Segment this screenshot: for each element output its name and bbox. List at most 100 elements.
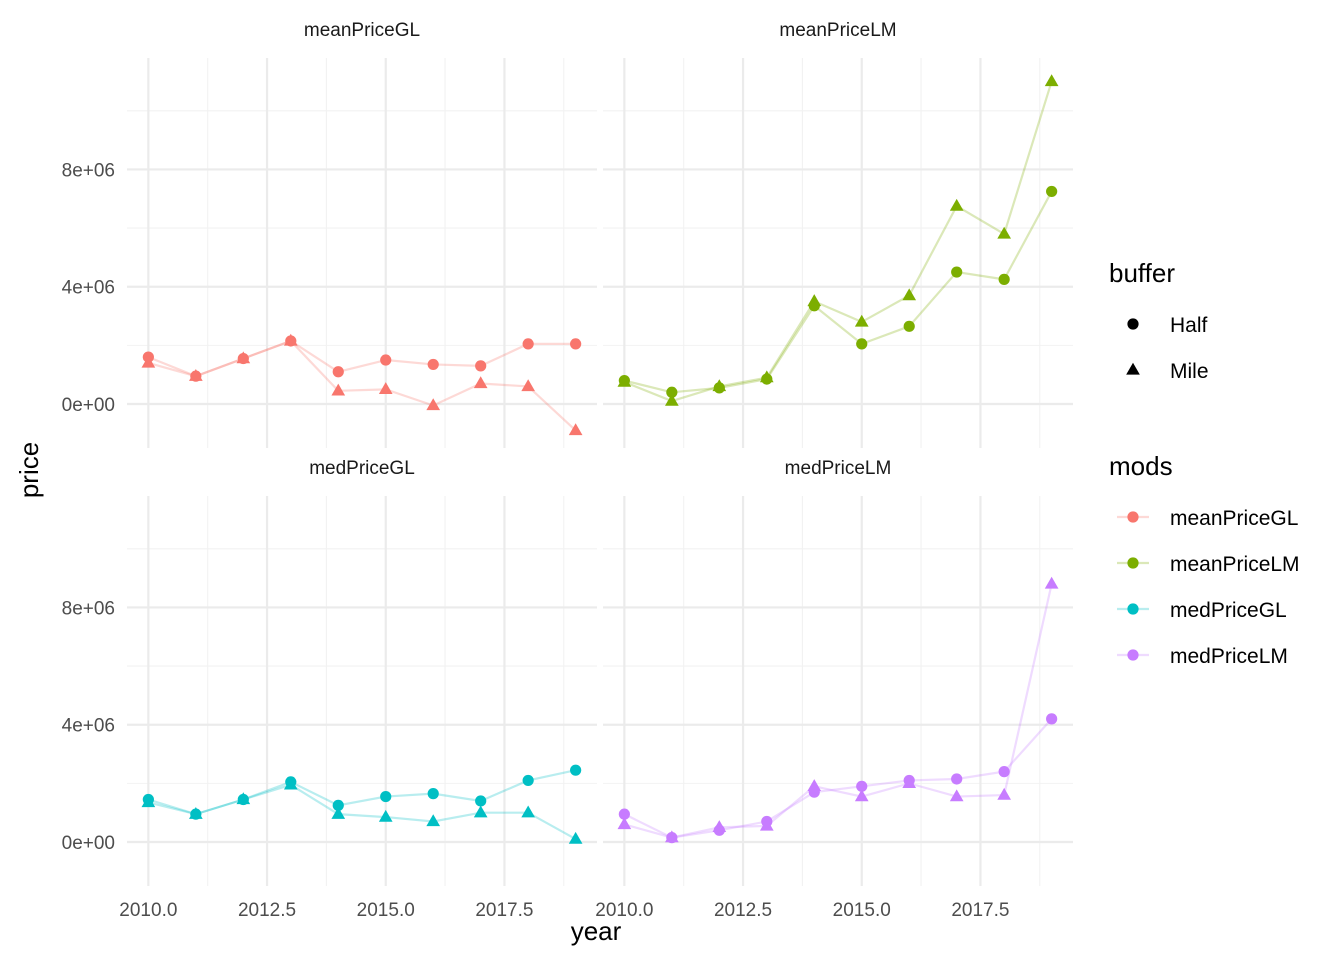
panel-meanPriceGL: meanPriceGL 0e+00 4e+06 8e+06 <box>62 20 597 448</box>
data-point-half <box>522 338 534 350</box>
x-tick-label: 2015.0 <box>357 900 415 921</box>
data-point-mile <box>902 288 917 301</box>
data-point-half <box>522 774 534 787</box>
panel-title: medPriceGL <box>309 458 415 479</box>
data-point-half <box>618 808 630 820</box>
data-point-half <box>1046 713 1058 725</box>
y-tick-label: 0e+00 <box>62 395 115 416</box>
data-point-mile <box>283 777 298 790</box>
x-axis-title: year <box>571 916 622 946</box>
data-point-mile <box>188 368 203 381</box>
legend-key-point <box>1127 603 1139 615</box>
data-point-half <box>666 386 678 398</box>
y-tick-label: 8e+06 <box>62 598 115 619</box>
data-point-half <box>427 788 439 800</box>
series-line-half <box>147 339 576 378</box>
data-point-half <box>427 358 439 371</box>
data-point-mile <box>426 814 441 827</box>
legend-title-mods: mods <box>1109 451 1173 481</box>
legend-key-point <box>1127 511 1139 523</box>
data-point-mile <box>997 226 1012 239</box>
x-tick-label: 2017.5 <box>475 900 533 921</box>
data-point-mile <box>1044 74 1059 87</box>
legend-key-mile <box>1126 362 1140 375</box>
data-point-mile <box>378 382 393 395</box>
panel-medPriceLM: medPriceLM 2010.0 2012.5 2015.0 2017.5 <box>595 458 1073 921</box>
legend: buffer Half Mile mods meanPriceGL meanPriceLM… <box>1109 258 1300 668</box>
data-point-mile <box>759 818 774 831</box>
legend-label: meanPriceGL <box>1170 507 1298 530</box>
data-point-mile <box>617 817 632 830</box>
data-point-mile <box>331 806 346 819</box>
data-point-half <box>998 273 1010 285</box>
data-point-mile <box>949 198 964 211</box>
data-point-mile <box>141 795 156 808</box>
legend-key-point <box>1127 557 1139 569</box>
data-point-half <box>332 366 344 378</box>
y-tick-label: 4e+06 <box>62 278 115 299</box>
data-point-mile <box>521 805 536 818</box>
data-point-mile <box>188 806 203 819</box>
panels: meanPriceGL 0e+00 4e+06 8e+06 meanPriceLM med… <box>62 20 1073 921</box>
data-point-half <box>332 799 344 811</box>
data-point-half <box>998 766 1010 778</box>
data-point-mile <box>759 370 774 383</box>
x-tick-label: 2012.5 <box>714 900 772 921</box>
x-tick-label: 2010.0 <box>595 900 653 921</box>
data-point-mile <box>712 820 727 833</box>
data-point-mile <box>236 351 251 364</box>
panel-medPriceGL: medPriceGL 0e+00 4e+06 8e+06 2010.0 2012.5 201… <box>62 458 597 921</box>
series-line-mile <box>148 339 577 432</box>
y-axis-title: price <box>14 442 44 498</box>
data-point-mile <box>807 779 822 791</box>
legend-key-half <box>1127 318 1139 330</box>
legend-label: medPriceLM <box>1170 645 1288 668</box>
data-point-half <box>951 266 963 278</box>
data-point-mile <box>378 809 393 822</box>
data-point-half <box>1046 185 1058 198</box>
data-point-mile <box>997 787 1012 800</box>
panel-title: meanPriceLM <box>779 20 896 41</box>
data-point-mile <box>521 379 536 392</box>
data-point-mile <box>141 355 156 368</box>
data-point-mile <box>473 805 488 818</box>
data-point-half <box>475 795 487 807</box>
y-tick-label: 0e+00 <box>62 833 115 854</box>
data-point-mile <box>568 423 583 436</box>
data-point-half <box>903 320 915 332</box>
x-tick-label: 2017.5 <box>951 900 1009 921</box>
data-point-mile <box>331 383 346 396</box>
data-point-mile <box>568 831 583 844</box>
legend-key-point <box>1127 649 1139 661</box>
panel-title: medPriceLM <box>785 458 892 479</box>
data-point-mile <box>426 398 441 411</box>
panel-meanPriceLM: meanPriceLM <box>603 20 1073 448</box>
data-point-mile <box>902 776 917 789</box>
series-line-mile <box>623 81 1053 403</box>
data-point-half <box>475 360 487 372</box>
x-tick-label: 2015.0 <box>833 900 891 921</box>
legend-label: Mile <box>1170 360 1209 383</box>
series-line-half <box>624 190 1053 394</box>
data-point-mile <box>949 789 964 802</box>
data-point-mile <box>854 789 869 802</box>
data-point-mile <box>1044 576 1059 589</box>
data-point-half <box>570 764 582 776</box>
data-point-half <box>570 338 582 350</box>
series-line-half <box>623 718 1053 839</box>
data-point-half <box>951 773 963 785</box>
data-point-mile <box>664 393 679 406</box>
data-point-mile <box>617 374 632 387</box>
data-point-mile <box>473 376 488 389</box>
data-point-mile <box>283 333 298 346</box>
x-tick-label: 2010.0 <box>119 900 177 921</box>
data-point-half <box>856 338 868 350</box>
y-tick-label: 4e+06 <box>62 716 115 737</box>
data-point-half <box>856 780 868 792</box>
legend-label: meanPriceLM <box>1170 553 1300 576</box>
data-point-half <box>380 354 392 366</box>
data-point-mile <box>664 830 679 843</box>
series-line-half <box>148 769 576 816</box>
data-point-mile <box>712 379 727 392</box>
